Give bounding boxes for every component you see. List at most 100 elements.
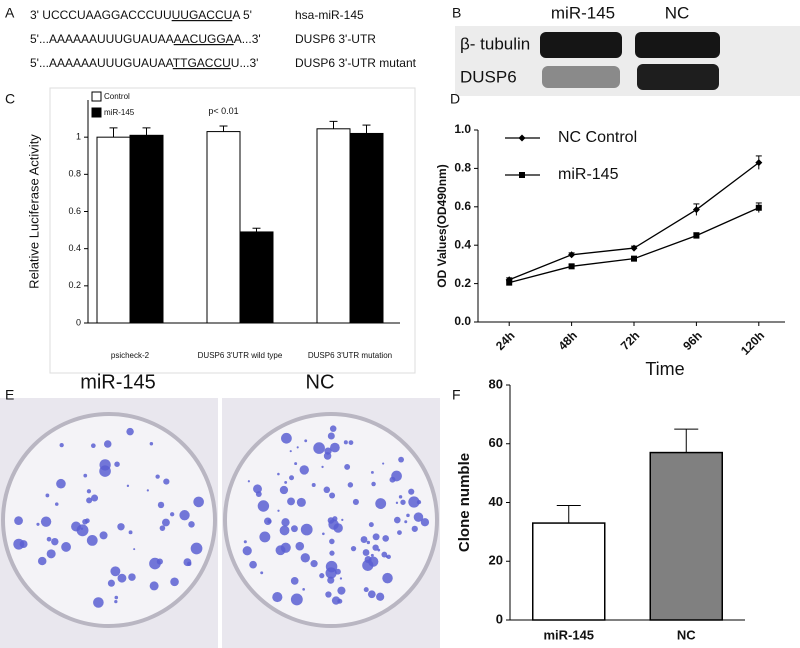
colony [327, 432, 335, 440]
colony [323, 486, 331, 494]
colony [36, 522, 40, 526]
colony [404, 520, 408, 524]
x-tick-label: 72h [618, 328, 643, 353]
colony [386, 554, 391, 560]
colony [193, 496, 204, 508]
colony [86, 489, 92, 494]
colony [331, 596, 341, 605]
colony [329, 538, 335, 545]
colony [302, 588, 305, 591]
y-tick-label: 1.0 [454, 122, 471, 136]
colony [319, 573, 325, 579]
colony [117, 573, 127, 583]
colony [337, 586, 346, 595]
colony [382, 462, 385, 465]
sequence: 5'...AAAAAAUUUGUAUAATTGACCUU...3' [30, 56, 258, 70]
colony [408, 488, 415, 495]
blot-band [542, 66, 620, 88]
colony [363, 587, 369, 593]
colony [110, 566, 121, 577]
colony [304, 439, 308, 443]
colony [54, 502, 59, 506]
colony [114, 595, 119, 600]
colony [264, 517, 272, 525]
sequence-underlined: TTGACCU [173, 56, 231, 70]
colony [406, 513, 410, 518]
colony [99, 459, 111, 471]
colony [159, 525, 166, 531]
colony [325, 591, 332, 598]
panel-label: C [5, 91, 15, 107]
colony [367, 590, 376, 599]
colony [352, 498, 359, 505]
colony [300, 553, 310, 563]
plates [0, 398, 440, 648]
bar [206, 131, 241, 324]
y-tick-label: 1 [76, 132, 81, 142]
sequence-underlined: UUGACCU [172, 8, 233, 22]
legend-label: miR-145 [104, 108, 135, 117]
colony [133, 548, 136, 551]
colony [348, 440, 354, 445]
panel-label: A [5, 5, 15, 21]
colony [13, 538, 25, 550]
colony [385, 555, 388, 558]
colony [187, 561, 192, 567]
sequence-label: hsa-miR-145 [295, 8, 364, 22]
colony [169, 512, 175, 517]
sequence-label: DUSP6 3'-UTR [295, 32, 376, 46]
colony [330, 442, 340, 453]
colony [126, 427, 134, 436]
colony [190, 542, 203, 555]
y-tick-label: 0.8 [68, 169, 81, 179]
y-tick-label: 0.2 [68, 280, 81, 290]
marker [631, 255, 637, 262]
blot-band [635, 32, 720, 58]
colony [128, 573, 136, 581]
colony [289, 450, 292, 453]
colony [272, 592, 283, 603]
panel-label: F [452, 387, 461, 403]
colony [249, 560, 257, 569]
panel-label: B [452, 5, 461, 21]
bar [239, 231, 274, 324]
marker [519, 172, 525, 178]
bar [316, 128, 351, 324]
colony [253, 484, 262, 494]
colony [126, 484, 130, 488]
colony [376, 592, 385, 601]
colony [398, 456, 404, 463]
colony [329, 550, 335, 556]
colony [362, 549, 370, 556]
sequence-part: U...3' [231, 56, 259, 70]
marker [693, 232, 700, 239]
x-tick-label: NC [677, 627, 696, 642]
colony [296, 497, 306, 507]
y-axis-label: OD Values(OD490nm) [435, 164, 449, 287]
colony [411, 525, 418, 532]
colony [86, 497, 93, 504]
colony [188, 521, 195, 528]
bar [349, 132, 384, 324]
y-tick-label: 0.4 [68, 243, 81, 253]
colony [46, 536, 52, 542]
colony [325, 567, 337, 579]
colony [343, 440, 348, 445]
marker [630, 244, 638, 252]
x-tick-label: 96h [680, 328, 705, 353]
colony [416, 499, 422, 505]
y-tick-label: 0.8 [454, 161, 471, 175]
colony [339, 577, 343, 580]
colony [117, 523, 125, 531]
colony [321, 465, 324, 469]
colony [413, 512, 424, 522]
colony [371, 481, 376, 487]
colony [103, 440, 112, 448]
colony [344, 463, 351, 470]
colony [170, 577, 179, 587]
legend-swatch [91, 107, 102, 118]
marker [518, 134, 526, 142]
colony [329, 492, 336, 499]
colony [37, 556, 47, 566]
colony [279, 485, 289, 495]
